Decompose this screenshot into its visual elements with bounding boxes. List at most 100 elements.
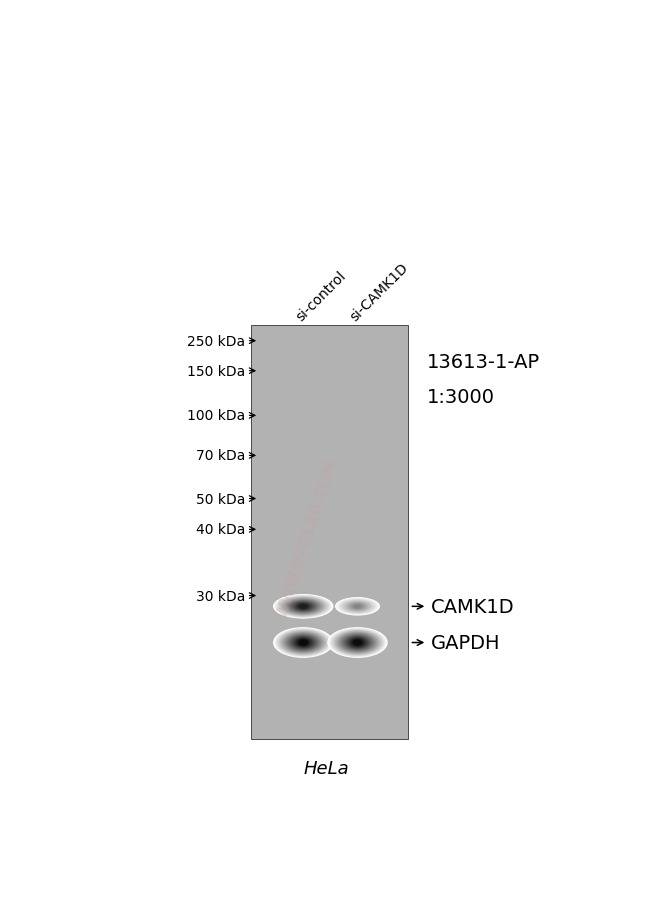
Ellipse shape <box>338 599 377 615</box>
Ellipse shape <box>347 602 368 612</box>
Text: 70 kDa: 70 kDa <box>196 449 245 463</box>
Ellipse shape <box>353 604 362 609</box>
Ellipse shape <box>278 630 328 656</box>
Ellipse shape <box>295 603 312 611</box>
Ellipse shape <box>333 630 382 655</box>
Ellipse shape <box>341 600 374 613</box>
Ellipse shape <box>282 598 324 615</box>
Text: HeLa: HeLa <box>304 759 349 778</box>
Ellipse shape <box>295 638 312 648</box>
Ellipse shape <box>342 600 373 613</box>
Ellipse shape <box>343 601 372 613</box>
Ellipse shape <box>297 603 309 610</box>
Text: 1:3000: 1:3000 <box>427 387 496 406</box>
Ellipse shape <box>345 602 370 612</box>
Ellipse shape <box>351 603 364 610</box>
Ellipse shape <box>351 603 364 610</box>
Ellipse shape <box>335 631 380 655</box>
Ellipse shape <box>283 632 323 653</box>
Ellipse shape <box>290 635 317 650</box>
Ellipse shape <box>296 603 310 610</box>
Ellipse shape <box>336 631 379 654</box>
Ellipse shape <box>286 599 321 614</box>
Text: 30 kDa: 30 kDa <box>196 589 245 603</box>
Ellipse shape <box>274 628 332 658</box>
Text: CAMK1D: CAMK1D <box>431 597 515 616</box>
Text: 40 kDa: 40 kDa <box>196 523 245 537</box>
Text: 150 kDa: 150 kDa <box>187 364 245 378</box>
Ellipse shape <box>340 599 375 614</box>
Ellipse shape <box>344 635 371 650</box>
Ellipse shape <box>274 594 332 619</box>
Ellipse shape <box>329 628 386 658</box>
Ellipse shape <box>293 602 314 612</box>
Ellipse shape <box>345 636 370 649</box>
Text: 100 kDa: 100 kDa <box>187 409 245 423</box>
Ellipse shape <box>283 598 323 615</box>
Ellipse shape <box>299 604 308 609</box>
Ellipse shape <box>340 633 375 652</box>
Ellipse shape <box>349 603 366 611</box>
Ellipse shape <box>335 597 380 616</box>
Ellipse shape <box>349 638 366 648</box>
Ellipse shape <box>347 603 368 611</box>
Ellipse shape <box>281 631 326 655</box>
Text: GAPDH: GAPDH <box>431 633 501 652</box>
Ellipse shape <box>291 602 316 612</box>
Ellipse shape <box>275 595 331 618</box>
Ellipse shape <box>293 637 314 649</box>
Ellipse shape <box>281 597 326 616</box>
Bar <box>251 326 408 739</box>
Ellipse shape <box>273 628 333 658</box>
Ellipse shape <box>275 629 331 657</box>
Ellipse shape <box>328 628 387 658</box>
Ellipse shape <box>331 630 384 657</box>
Ellipse shape <box>332 630 383 656</box>
Ellipse shape <box>279 597 327 616</box>
Ellipse shape <box>277 630 330 657</box>
Ellipse shape <box>279 630 327 655</box>
Ellipse shape <box>277 596 330 618</box>
Ellipse shape <box>291 636 316 649</box>
Ellipse shape <box>285 599 322 614</box>
Ellipse shape <box>354 605 361 609</box>
Ellipse shape <box>286 633 321 652</box>
Ellipse shape <box>290 601 317 612</box>
Ellipse shape <box>343 635 372 651</box>
Ellipse shape <box>336 598 379 615</box>
Ellipse shape <box>352 640 363 647</box>
Ellipse shape <box>347 637 368 649</box>
Text: si-control: si-control <box>293 269 349 324</box>
Ellipse shape <box>348 637 367 649</box>
Ellipse shape <box>289 635 318 651</box>
Ellipse shape <box>339 633 376 653</box>
Ellipse shape <box>353 640 362 646</box>
Ellipse shape <box>337 598 378 615</box>
Ellipse shape <box>349 603 366 611</box>
Ellipse shape <box>341 634 374 651</box>
Ellipse shape <box>293 603 313 611</box>
Ellipse shape <box>352 604 363 609</box>
Text: si-CAMK1D: si-CAMK1D <box>347 260 411 324</box>
Ellipse shape <box>285 633 322 653</box>
Ellipse shape <box>273 594 333 619</box>
Ellipse shape <box>282 631 324 654</box>
Ellipse shape <box>287 634 320 651</box>
Ellipse shape <box>299 640 308 646</box>
Ellipse shape <box>287 600 320 613</box>
Text: 50 kDa: 50 kDa <box>196 492 245 506</box>
Ellipse shape <box>297 640 309 647</box>
Ellipse shape <box>296 639 310 647</box>
Ellipse shape <box>330 629 385 657</box>
Text: 13613-1-AP: 13613-1-AP <box>427 353 540 372</box>
Ellipse shape <box>345 601 370 612</box>
Ellipse shape <box>278 596 328 617</box>
Ellipse shape <box>337 632 378 653</box>
Ellipse shape <box>289 600 318 613</box>
Ellipse shape <box>339 599 376 614</box>
Text: 250 kDa: 250 kDa <box>187 335 245 348</box>
Ellipse shape <box>351 639 364 647</box>
Ellipse shape <box>293 637 313 649</box>
Ellipse shape <box>343 601 372 612</box>
Text: WWW.PTGLAB.COM: WWW.PTGLAB.COM <box>274 457 340 621</box>
